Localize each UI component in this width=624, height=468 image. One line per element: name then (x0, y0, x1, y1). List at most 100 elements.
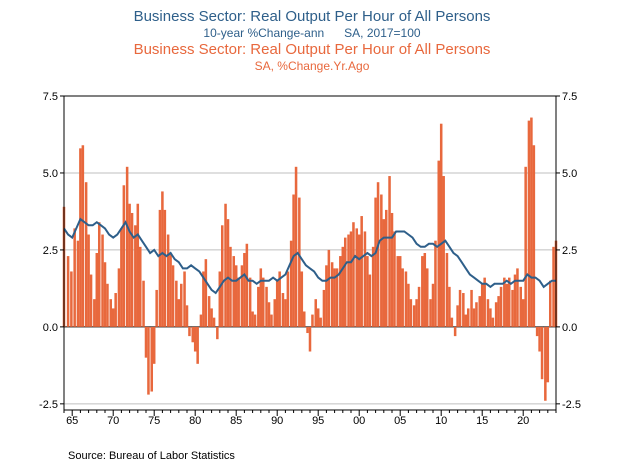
bar (431, 283, 435, 327)
bar (327, 249, 331, 327)
bar (117, 268, 121, 327)
x-tick-label: 20 (517, 415, 529, 427)
bar (489, 308, 492, 327)
bar (199, 314, 203, 327)
line-series-subtitle: 10-year %Change-ann SA, 2017=100 (203, 26, 421, 40)
bar (339, 256, 342, 327)
bar (499, 286, 503, 327)
bar (417, 286, 421, 327)
bar (409, 299, 413, 327)
bar (122, 185, 126, 327)
bar (548, 280, 552, 327)
bar (390, 212, 394, 327)
bar (415, 299, 418, 327)
x-tick-label: 15 (476, 415, 488, 427)
bar (511, 289, 514, 327)
bar (183, 271, 186, 327)
bar (363, 231, 367, 327)
bar (478, 296, 482, 327)
bar (161, 191, 164, 327)
bar (193, 326, 197, 352)
bar (188, 326, 191, 337)
bar (302, 311, 306, 327)
bar (453, 326, 457, 337)
bar (300, 271, 304, 327)
bar (147, 326, 150, 395)
bar (273, 299, 277, 327)
bar (261, 277, 265, 327)
bar (237, 277, 240, 327)
bar (486, 299, 490, 327)
bar (150, 326, 154, 392)
bar (275, 280, 279, 327)
bar (84, 182, 88, 327)
bar (412, 305, 416, 327)
bar (462, 293, 465, 327)
bar (439, 123, 443, 327)
bar (166, 234, 170, 327)
bar (341, 246, 345, 327)
bar (248, 277, 252, 327)
bar (396, 256, 400, 327)
y-tick-label-left: 7.5 (43, 91, 58, 103)
bar (278, 271, 281, 327)
bar (538, 326, 541, 352)
bar (210, 308, 213, 327)
bar (253, 314, 257, 327)
bar-series-title: Business Sector: Real Output Per Hour of… (133, 41, 491, 58)
bar (371, 246, 375, 327)
bar (540, 326, 544, 380)
bar (434, 240, 437, 327)
bar (106, 283, 109, 327)
bar (475, 302, 478, 327)
bar (79, 148, 82, 327)
bar (120, 228, 123, 327)
bar (319, 317, 322, 327)
bar (505, 283, 509, 327)
bar (497, 296, 500, 327)
bar (429, 299, 432, 327)
bar (70, 271, 73, 327)
bar (169, 253, 172, 327)
bar (368, 274, 372, 327)
bar (349, 231, 353, 327)
bar (472, 308, 476, 327)
bar (138, 246, 142, 327)
bar (130, 212, 134, 327)
bar (93, 299, 96, 327)
y-tick-label-right: 5.0 (562, 168, 577, 180)
bar (483, 277, 486, 327)
x-tick-label: 75 (148, 415, 160, 427)
bar (521, 299, 525, 327)
bar (466, 308, 470, 327)
bar (450, 317, 454, 327)
bar (267, 302, 271, 327)
bar (216, 326, 219, 340)
bar (519, 286, 523, 327)
x-tick-label: 90 (271, 415, 283, 427)
y-tick-label-left: -2.5 (39, 399, 58, 411)
y-tick-label-right: -2.5 (562, 399, 581, 411)
source-note: Source: Bureau of Labor Statistics (68, 450, 235, 462)
x-tick-label: 85 (230, 415, 242, 427)
bar (404, 271, 408, 327)
x-tick-label: 00 (353, 415, 365, 427)
bar (352, 222, 355, 327)
bar (177, 299, 181, 327)
bar (524, 166, 527, 327)
bar (128, 203, 131, 327)
bar (196, 326, 199, 364)
bar (398, 256, 402, 327)
x-tick-label: 80 (189, 415, 201, 427)
bar (366, 256, 369, 327)
bar (480, 283, 484, 327)
bar (294, 166, 298, 327)
bar (286, 271, 290, 327)
bar (218, 271, 222, 327)
y-tick-label-left: 2.5 (43, 245, 58, 257)
bar (125, 166, 129, 327)
bar (234, 265, 238, 327)
bar (456, 305, 459, 327)
bar (347, 234, 350, 327)
